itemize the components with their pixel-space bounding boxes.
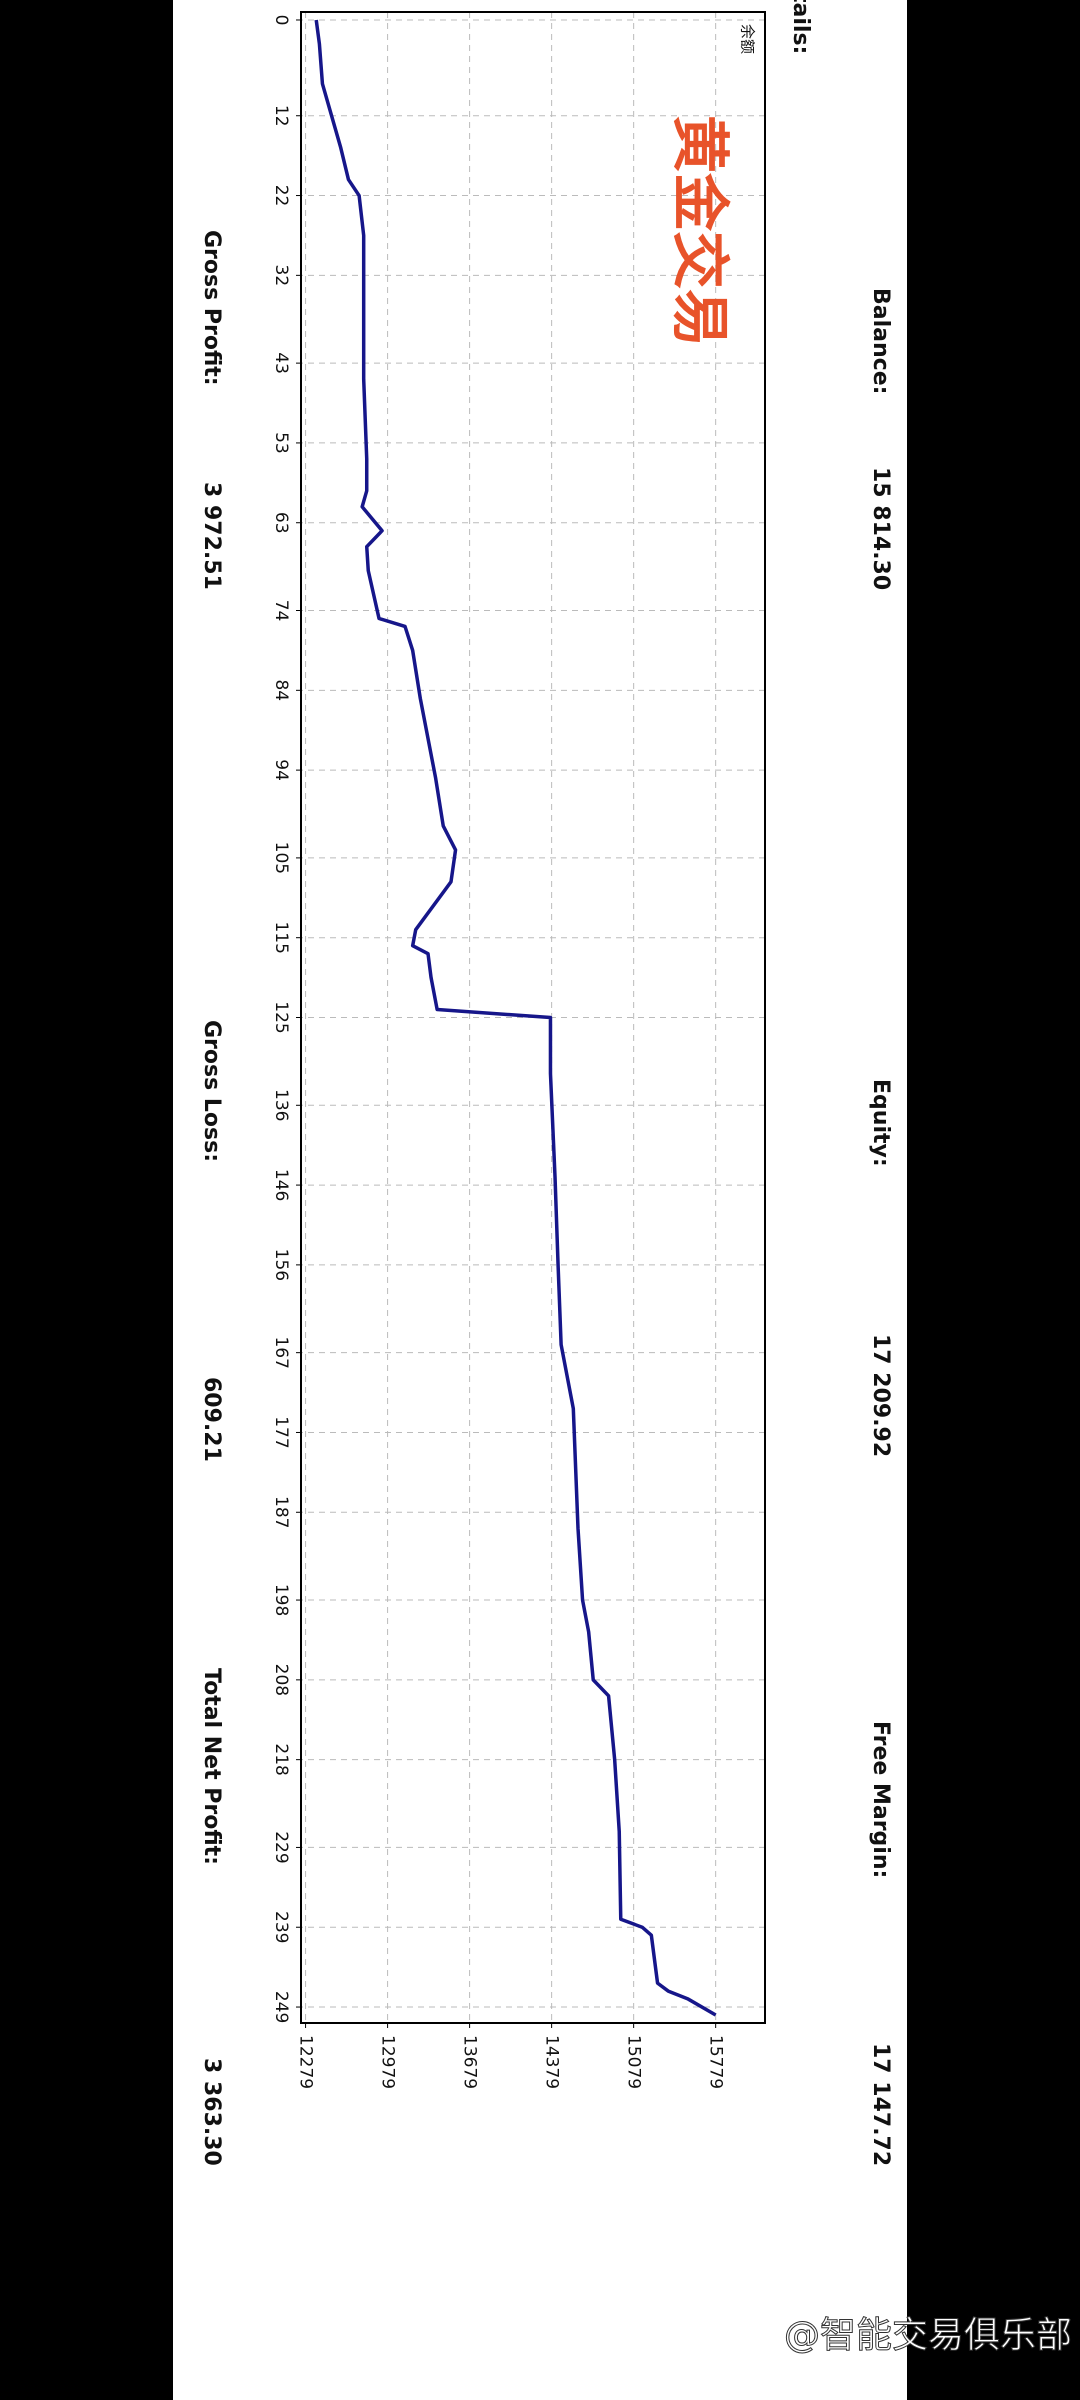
x-tick-label: 105 <box>271 842 291 874</box>
balance: 15 814.30 <box>868 467 893 590</box>
overlay-text: 黄金交易 <box>666 115 734 347</box>
plot-frame <box>300 11 766 2024</box>
x-tick-label: 74 <box>271 600 291 622</box>
gross-profit-label: Gross Profit: <box>199 230 224 386</box>
net-profit-label: Total Net Profit: <box>199 1668 224 1865</box>
x-tick-label: 136 <box>271 1089 291 1121</box>
equity: 17 209.92 <box>868 1334 893 1457</box>
x-tick-label: 94 <box>271 759 291 781</box>
y-tick-label: 14379 <box>542 2035 562 2089</box>
x-tick-label: 156 <box>271 1249 291 1281</box>
balance-line <box>314 19 717 2017</box>
header-label: tails: <box>788 0 813 54</box>
x-tick-label: 167 <box>271 1336 291 1368</box>
balance-label: Balance: <box>868 288 893 394</box>
x-tick-label: 208 <box>271 1664 291 1696</box>
y-tick-label: 12279 <box>296 2035 316 2089</box>
x-tick-label: 63 <box>271 512 291 534</box>
x-tick-label: 249 <box>271 1991 291 2023</box>
gross-loss: 609.21 <box>199 1377 224 1462</box>
gross-profit: 3 972.51 <box>199 482 224 590</box>
free-margin-label: Free Margin: <box>868 1721 893 1878</box>
x-tick-label: 12 <box>271 105 291 127</box>
net-profit: 3 363.30 <box>199 2058 224 2166</box>
x-tick-label: 239 <box>271 1911 291 1943</box>
y-tick-label: 15079 <box>624 2035 644 2089</box>
y-tick-label: 13679 <box>460 2035 480 2089</box>
x-tick-label: 115 <box>271 921 291 953</box>
y-tick-label: 15779 <box>706 2035 726 2089</box>
x-tick-label: 84 <box>271 679 291 701</box>
x-tick-label: 187 <box>271 1496 291 1528</box>
x-tick-label: 177 <box>271 1416 291 1448</box>
x-tick-label: 53 <box>271 432 291 454</box>
watermark: @智能交易俱乐部 <box>784 2315 1072 2356</box>
gross-loss-label: Gross Loss: <box>199 1020 224 1162</box>
chart-title: 余额 <box>739 24 757 54</box>
x-tick-label: 125 <box>271 1001 291 1033</box>
x-tick-label: 146 <box>271 1169 291 1201</box>
equity-label: Equity: <box>868 1079 893 1167</box>
x-tick-label: 229 <box>271 1831 291 1863</box>
y-tick-label: 12979 <box>378 2035 398 2089</box>
free-margin: 17 147.72 <box>868 2043 893 2166</box>
x-tick-label: 0 <box>271 15 291 26</box>
x-tick-label: 43 <box>271 352 291 374</box>
x-tick-label: 198 <box>271 1584 291 1616</box>
x-tick-label: 218 <box>271 1743 291 1775</box>
rotated-report: tails: Balance: 15 814.30 Equity: 17 209… <box>199 0 893 2166</box>
x-tick-label: 22 <box>271 185 291 207</box>
x-tick-label: 32 <box>271 265 291 287</box>
